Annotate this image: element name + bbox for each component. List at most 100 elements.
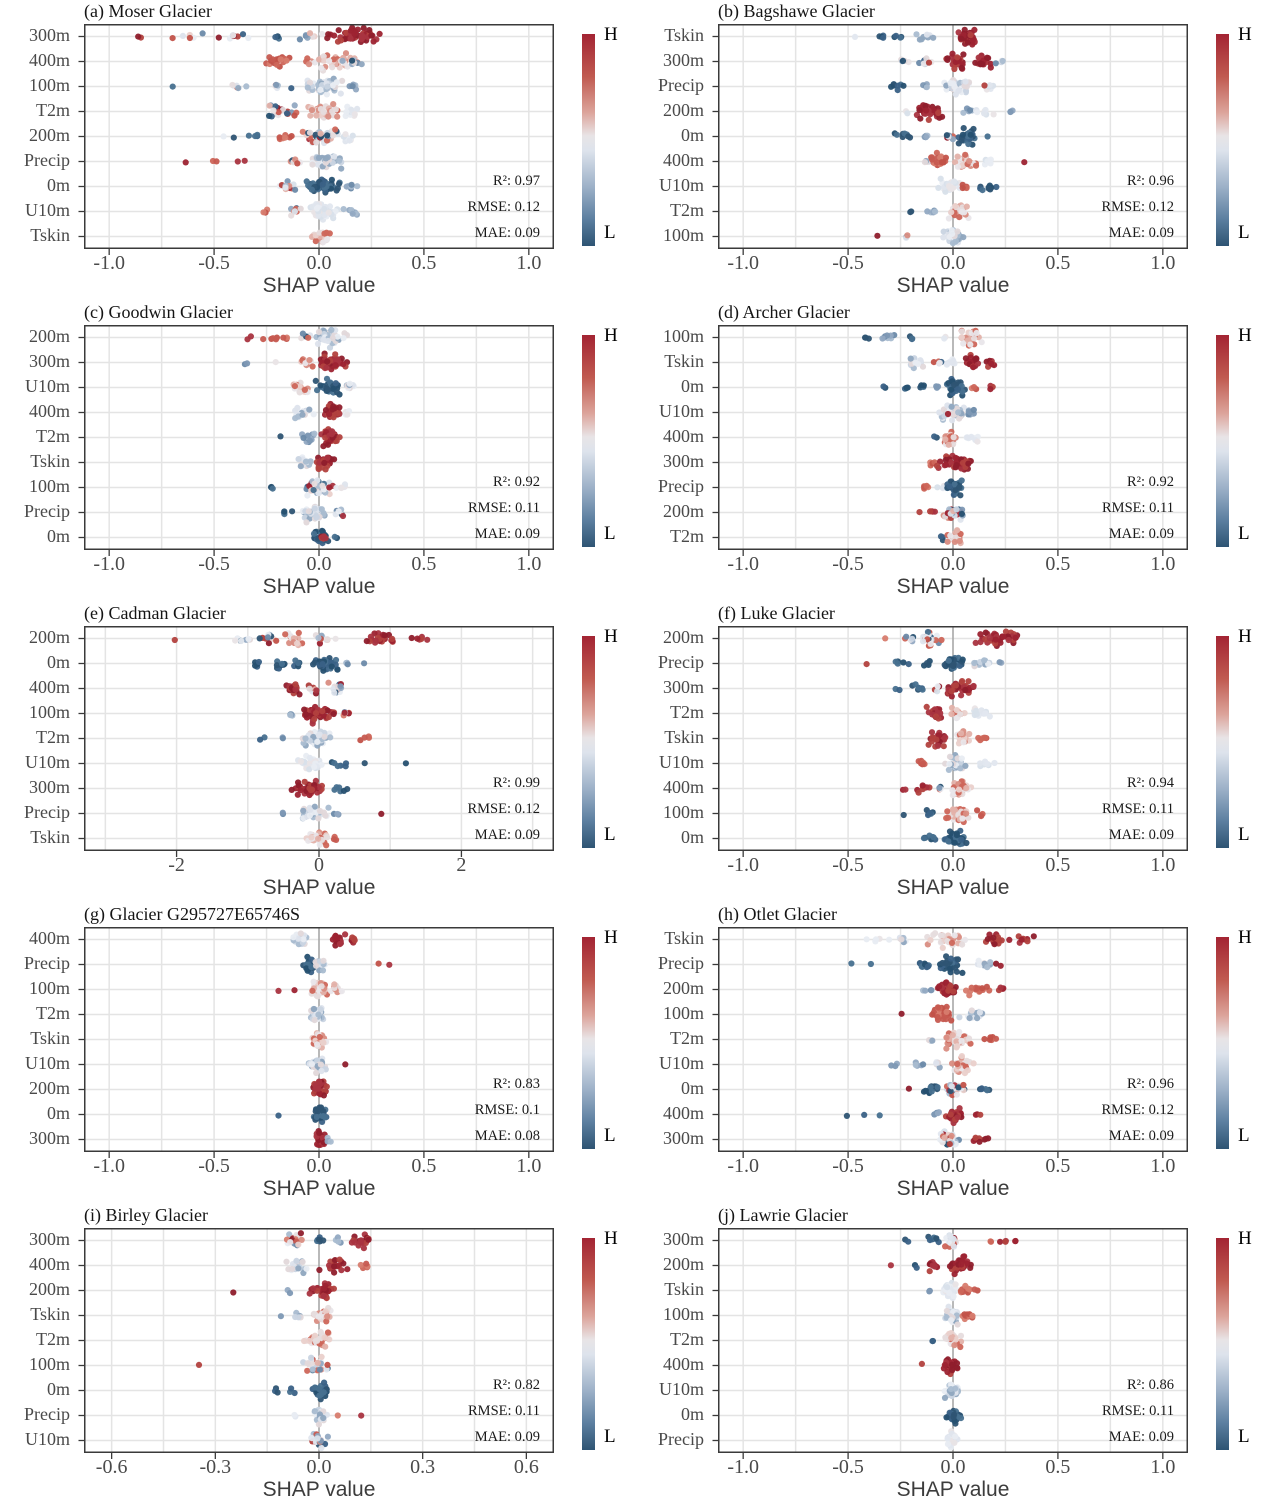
y-axis-label: 0m	[46, 174, 70, 195]
colorbar	[1216, 1238, 1229, 1450]
beeswarm-plot	[78, 626, 554, 857]
x-tick-label: 1.0	[516, 553, 542, 575]
y-axis-label: T2m	[670, 1027, 704, 1048]
stats-block: R²: 0.96 RMSE: 0.12 MAE: 0.09	[718, 168, 1174, 246]
y-axis-label: U10m	[659, 1052, 704, 1073]
x-tick-label: -1.0	[727, 854, 759, 876]
x-axis-label: SHAP value	[262, 1478, 376, 1501]
x-tick-label: 0.5	[1045, 1155, 1071, 1177]
y-axis-label: U10m	[25, 1052, 70, 1073]
mae-value: MAE: 0.08	[474, 1128, 540, 1144]
x-tick-label: 0.0	[940, 854, 966, 876]
y-axis-label: 0m	[46, 525, 70, 546]
mae-value: MAE: 0.09	[1108, 526, 1174, 542]
colorbar-low-label: L	[1238, 523, 1250, 544]
y-axis-label: 200m	[28, 124, 70, 145]
y-axis-label: Tskin	[30, 224, 70, 245]
y-axis-label: 300m	[662, 450, 704, 471]
x-axis-label: SHAP value	[262, 876, 376, 899]
y-axis-label: 0m	[680, 124, 704, 145]
x-tick-label: -0.5	[832, 553, 864, 575]
colorbar-high-label: H	[1238, 24, 1252, 45]
y-axis-label: 300m	[28, 24, 70, 45]
colorbar-high-label: H	[604, 325, 618, 346]
x-axis-tick-labels: -1.0 -0.5 0.0 0.5 1.0	[710, 1155, 1188, 1179]
y-axis-label: 300m	[662, 676, 704, 697]
y-axis-label: Precip	[24, 149, 70, 170]
x-tick-label: 0.0	[940, 1155, 966, 1177]
data-points	[851, 26, 1028, 247]
x-tick-label: 0.5	[1045, 553, 1071, 575]
y-axis-label: 400m	[662, 776, 704, 797]
mae-value: MAE: 0.09	[474, 1429, 540, 1445]
plot-frame	[718, 24, 1188, 249]
y-axis-label: 0m	[680, 375, 704, 396]
colorbar	[582, 335, 595, 547]
y-axis-label: 300m	[28, 1127, 70, 1148]
y-axis-label: 300m	[28, 350, 70, 371]
colorbar-high-label: H	[1238, 1228, 1252, 1249]
axis-ticks	[78, 35, 530, 255]
y-axis-label: 400m	[662, 1353, 704, 1374]
x-axis-label: SHAP value	[896, 274, 1010, 297]
data-points	[843, 930, 1037, 1148]
y-axis-label: 200m	[28, 1278, 70, 1299]
x-tick-label: -0.5	[832, 252, 864, 274]
mae-value: MAE: 0.09	[1108, 1128, 1174, 1144]
x-tick-label: 0.0	[940, 252, 966, 274]
stats-block: R²: 0.96 RMSE: 0.12 MAE: 0.09	[718, 1071, 1174, 1149]
panel-title: (g) Glacier G295727E65746S	[84, 904, 300, 924]
stats-block: R²: 0.83 RMSE: 0.1 MAE: 0.08	[84, 1071, 540, 1149]
panel-g: (g) Glacier G295727E65746S 400m Precip 100…	[0, 903, 634, 1204]
panel-title: (d) Archer Glacier	[718, 302, 850, 322]
beeswarm-plot	[78, 927, 554, 1158]
data-points	[135, 24, 383, 246]
colorbar-low-label: L	[604, 222, 616, 243]
r2-value: R²: 0.92	[1126, 474, 1174, 490]
x-tick-label: 0.0	[306, 1456, 332, 1478]
x-tick-label: 2	[456, 854, 467, 876]
rmse-value: RMSE: 0.11	[1102, 801, 1174, 817]
y-axis-label: 300m	[28, 1228, 70, 1249]
panel-i: (i) Birley Glacier 300m 400m 200m Tskin T2m 1…	[0, 1204, 634, 1505]
plot-frame	[84, 325, 554, 550]
y-axis-label: Tskin	[664, 24, 704, 45]
data-points	[195, 1230, 372, 1452]
data-points	[862, 327, 998, 547]
stats-block: R²: 0.97 RMSE: 0.12 MAE: 0.09	[84, 168, 540, 246]
colorbar	[582, 937, 595, 1149]
y-axis-label: 0m	[680, 1403, 704, 1424]
y-axis-label: Precip	[658, 952, 704, 973]
stats-block: R²: 0.99 RMSE: 0.12 MAE: 0.09	[84, 770, 540, 848]
y-axis-label: T2m	[670, 525, 704, 546]
y-axis-label: 100m	[28, 701, 70, 722]
y-axis-label: 400m	[662, 1102, 704, 1123]
plot-frame	[718, 626, 1188, 851]
y-axis-label: T2m	[36, 1328, 70, 1349]
panel-h: (h) Otlet Glacier Tskin Precip 200m 100m T2m…	[634, 903, 1269, 1204]
rmse-value: RMSE: 0.12	[1101, 1102, 1174, 1118]
colorbar	[1216, 937, 1229, 1149]
axis-ticks	[78, 938, 530, 1158]
x-tick-label: 1.0	[1150, 553, 1176, 575]
r2-value: R²: 0.94	[1126, 775, 1174, 791]
y-axis-labels: Tskin Precip 200m 100m T2m U10m 0m 400m 300m	[634, 903, 710, 1204]
rmse-value: RMSE: 0.1	[474, 1102, 540, 1118]
x-tick-label: 1.0	[1150, 1155, 1176, 1177]
colorbar	[582, 34, 595, 246]
beeswarm-plot	[78, 325, 554, 556]
x-axis-tick-labels: -1.0 -0.5 0.0 0.5 1.0	[710, 854, 1188, 878]
colorbar-high-label: H	[604, 927, 618, 948]
mae-value: MAE: 0.09	[474, 526, 540, 542]
x-axis-tick-labels: -1.0 -0.5 0.0 0.5 1.0	[710, 553, 1188, 577]
y-axis-label: U10m	[25, 1428, 70, 1449]
y-axis-label: 400m	[662, 149, 704, 170]
y-axis-label: U10m	[659, 1378, 704, 1399]
axis-ticks	[712, 637, 1164, 857]
rmse-value: RMSE: 0.12	[467, 199, 540, 215]
x-axis-label: SHAP value	[896, 1177, 1010, 1200]
colorbar-high-label: H	[604, 626, 618, 647]
stats-block: R²: 0.94 RMSE: 0.11 MAE: 0.09	[718, 770, 1174, 848]
y-axis-label: T2m	[36, 425, 70, 446]
y-axis-label: Precip	[658, 651, 704, 672]
